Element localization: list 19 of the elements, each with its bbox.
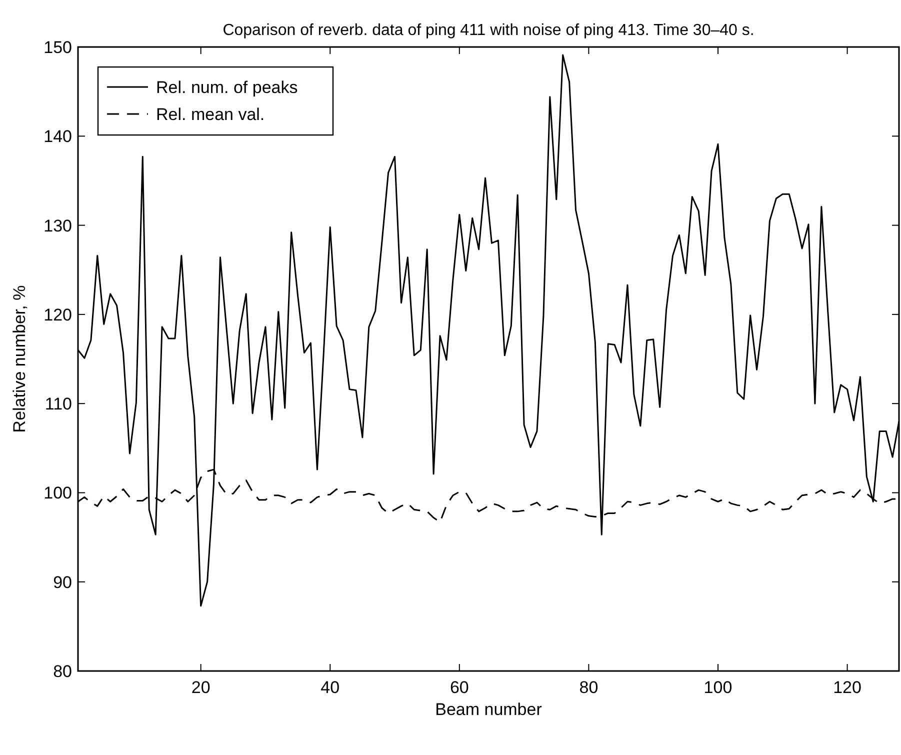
y-tick-label: 100 — [44, 484, 72, 503]
chart-title: Coparison of reverb. data of ping 411 with noise of ping 413. Time 30–40 s. — [222, 22, 754, 39]
legend-label: Rel. num. of peaks — [156, 78, 298, 97]
y-tick-label: 80 — [53, 662, 72, 681]
y-tick-label: 110 — [44, 394, 72, 414]
x-tick-label: 20 — [191, 678, 210, 697]
y-tick-label: 90 — [53, 572, 72, 592]
y-tick-label: 140 — [44, 127, 72, 146]
x-tick-label: 100 — [704, 678, 732, 697]
x-axis-title: Beam number — [435, 700, 542, 719]
y-tick-label: 150 — [44, 38, 72, 57]
x-tick-label: 80 — [579, 678, 598, 697]
x-tick-label: 40 — [320, 678, 340, 697]
y-tick-label: 120 — [44, 305, 72, 324]
x-tick-label: 60 — [450, 678, 469, 697]
x-tick-label: 120 — [833, 678, 862, 697]
y-tick-label: 130 — [44, 216, 72, 236]
y-axis-title: Relative number, % — [10, 285, 29, 433]
legend-label: Rel. mean val. — [156, 105, 265, 124]
